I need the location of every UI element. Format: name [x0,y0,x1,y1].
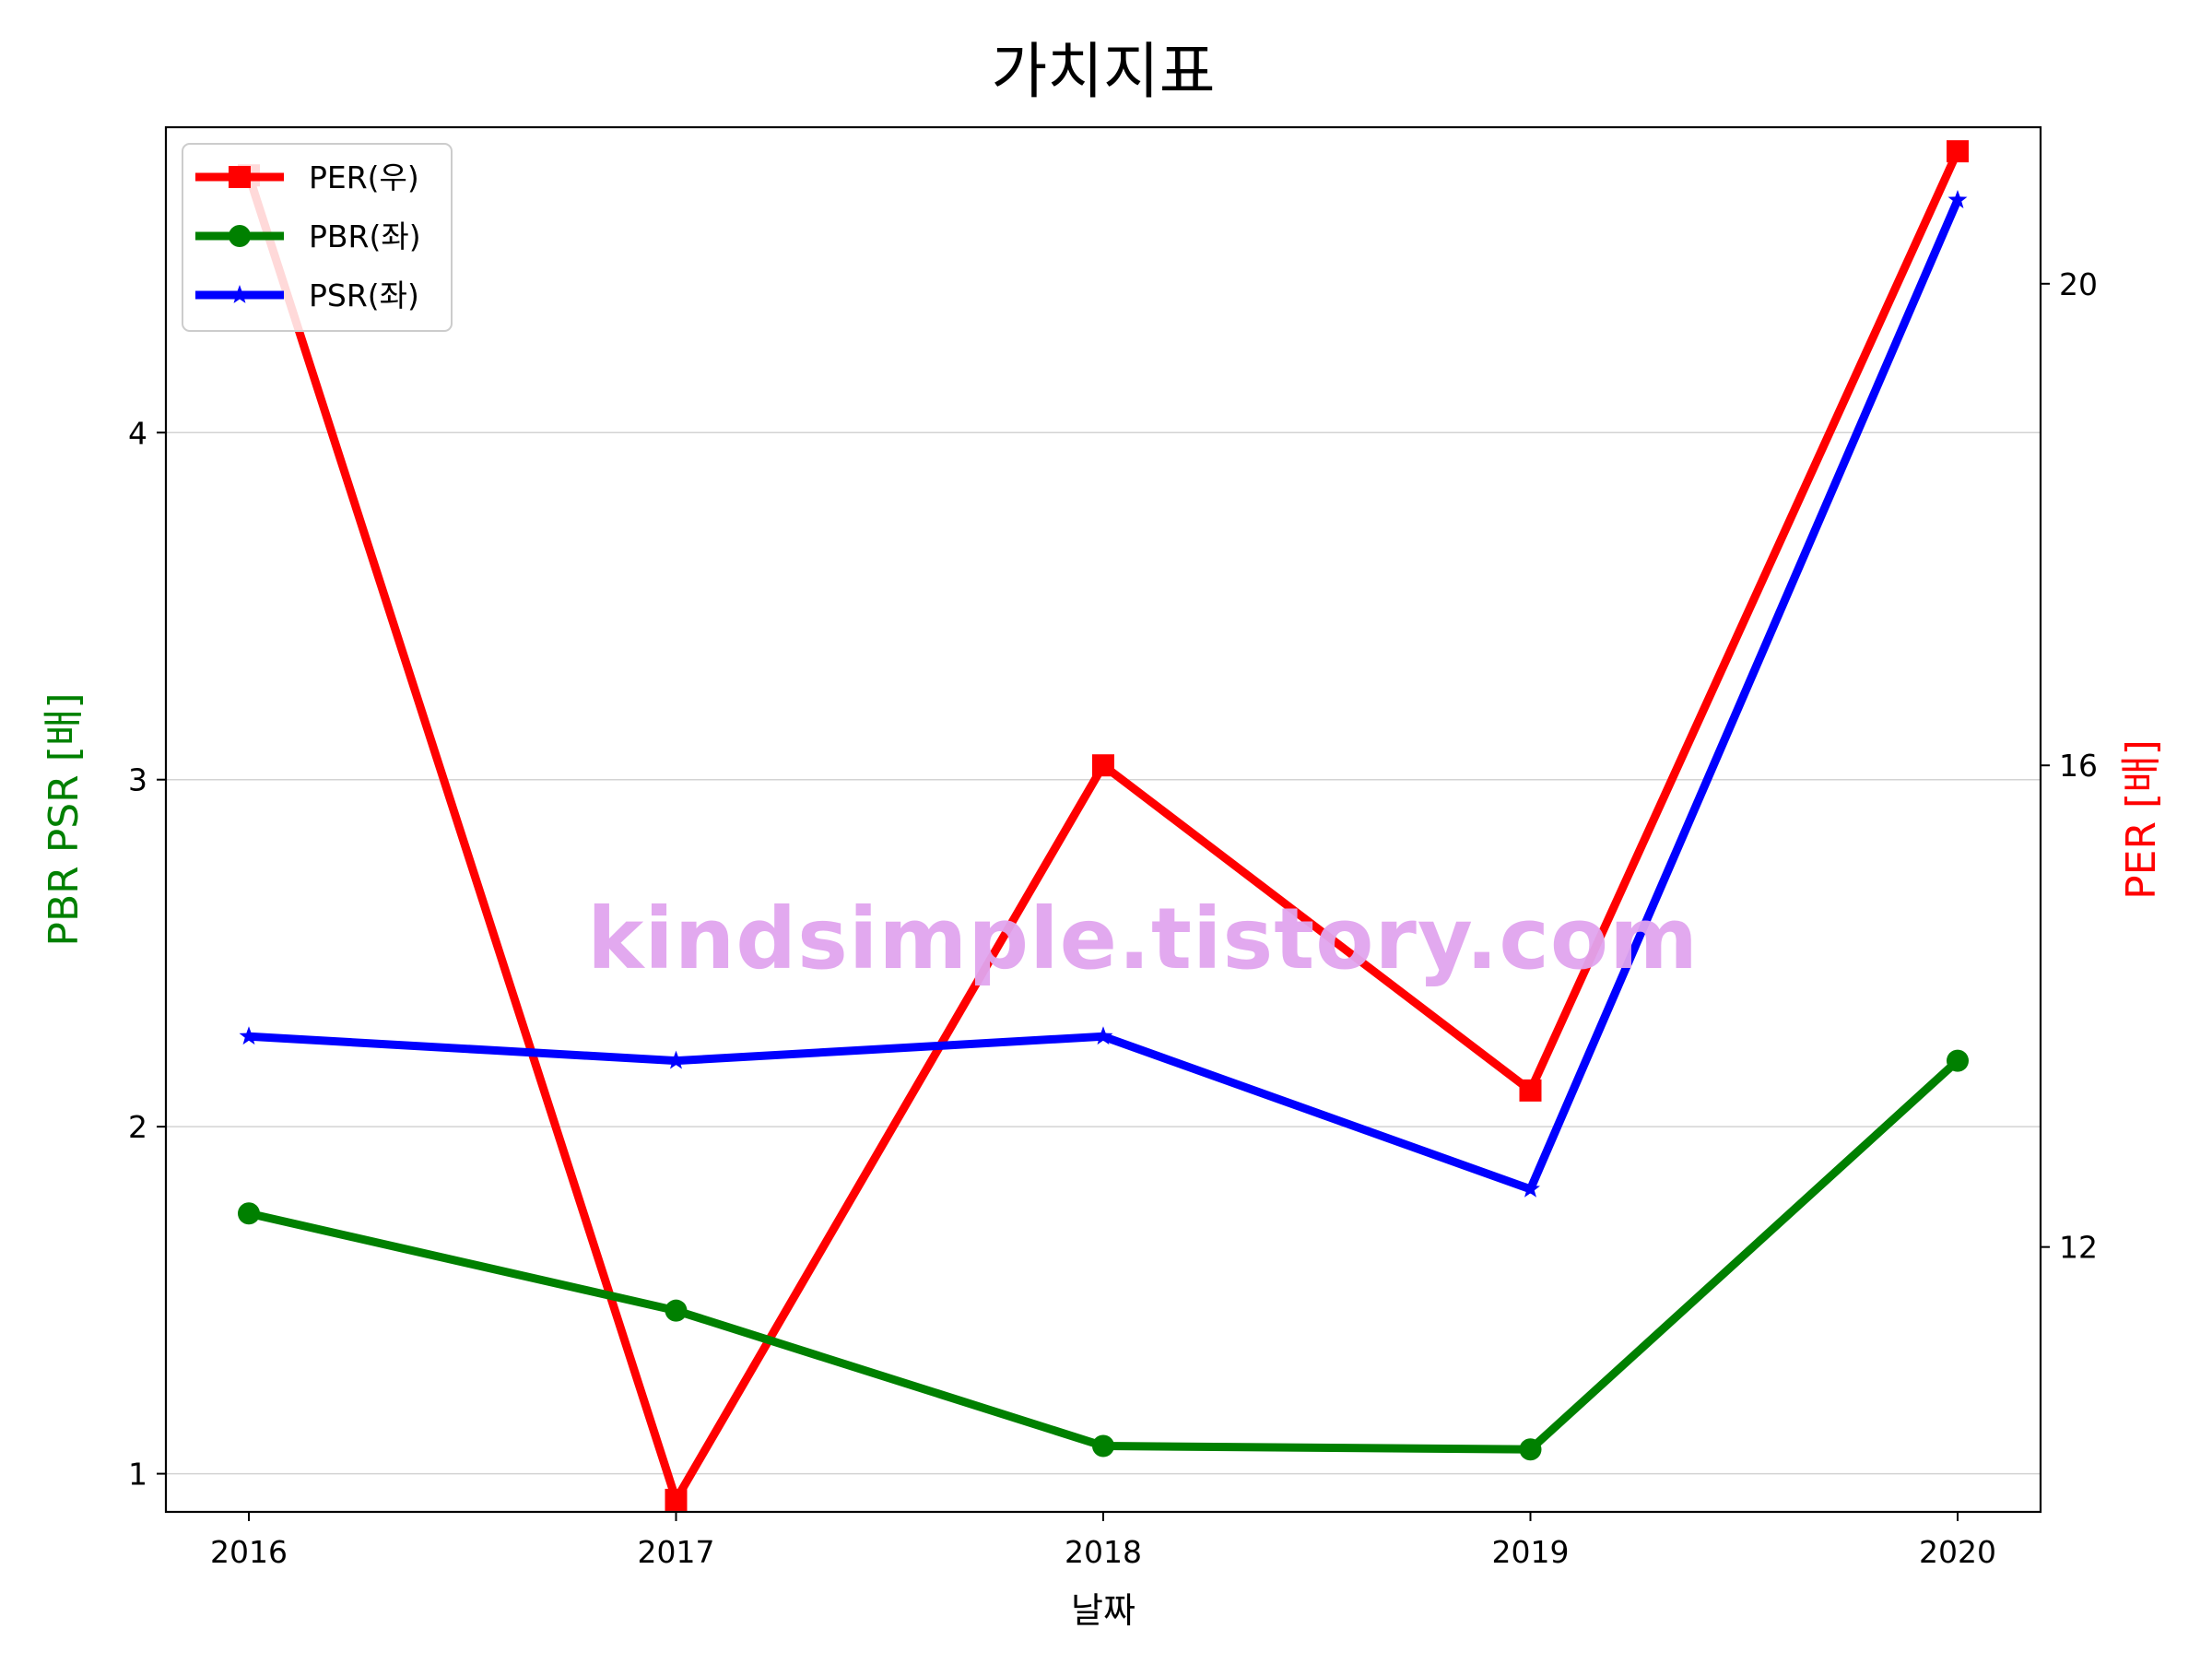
data-point [1093,1026,1113,1045]
legend-marker [229,285,250,303]
data-point [239,1026,259,1045]
x-axis-label: 날짜 [1071,1590,1135,1631]
y-axis-label-left: PBR PSR [배] [41,692,88,946]
data-point [1947,1049,1969,1072]
legend-label: PER(우) [309,159,419,195]
y-left-tick-label: 4 [128,415,147,451]
legend-items: PER(우) PBR(좌) PSR(좌) [195,159,421,313]
watermark: kindsimple.tistory.com [587,890,1699,988]
legend-marker [229,166,251,188]
legend-label: PBR(좌) [309,218,421,254]
series-PSR(좌) [239,190,1968,1198]
y-left-tick-label: 1 [128,1457,147,1493]
data-point [1092,1434,1114,1457]
y-axis-label-right: PER [배] [2118,739,2165,900]
legend-label: PSR(좌) [309,277,419,313]
legend-marker [229,225,251,247]
data-point [1519,1438,1542,1461]
legend-item: PSR(좌) [195,277,419,313]
data-point [238,1202,260,1225]
y-right-tick-label: 16 [2059,748,2098,784]
y-left-tick-label: 3 [128,762,147,798]
x-tick-label: 2017 [638,1534,715,1570]
x-tick-label: 2019 [1492,1534,1570,1570]
data-point [1521,1178,1540,1198]
data-point [1947,140,1969,163]
legend-item: PER(우) [195,159,419,195]
legend-item: PBR(좌) [195,218,421,254]
x-tick-label: 2020 [1919,1534,1996,1570]
data-point [1519,1079,1542,1102]
series-PER(우) [238,140,1969,1511]
data-point [666,1050,686,1069]
legend: PER(우) PBR(좌) PSR(좌) [182,143,453,332]
chart-title: 가치지표 [992,36,1216,107]
x-tick-label: 2018 [1065,1534,1142,1570]
y-right-tick-label: 20 [2059,266,2098,302]
x-tick-label: 2016 [210,1534,288,1570]
data-point [1092,754,1114,777]
series-layer [238,140,1969,1511]
y-right-tick-label: 12 [2059,1230,2098,1266]
gridlines [166,431,2041,1475]
y-left-tick-label: 2 [128,1109,147,1145]
series-PBR(좌) [238,1049,1969,1461]
legend-frame [182,143,453,332]
data-point [1947,190,1968,208]
data-point [665,1299,688,1322]
data-point [665,1488,688,1511]
